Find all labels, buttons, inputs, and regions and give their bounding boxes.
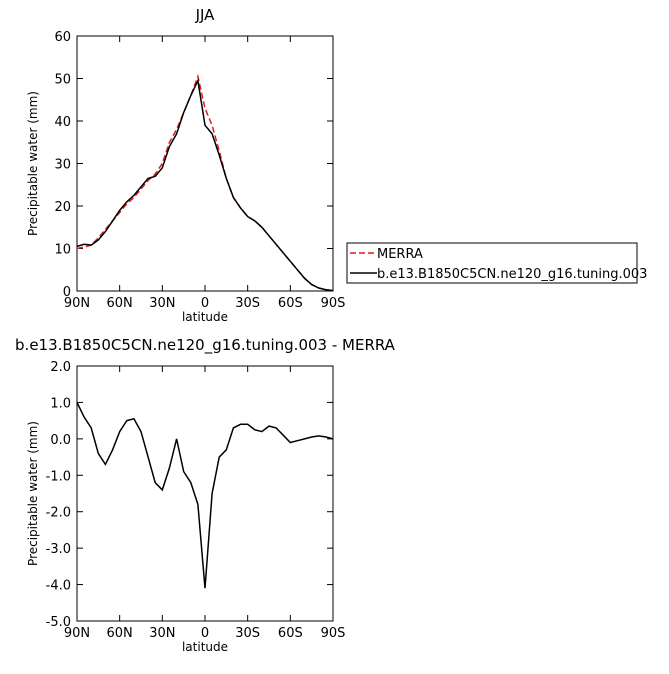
y-tick-label: 0 (63, 285, 71, 300)
y-tick-label: -4.0 (46, 579, 71, 594)
y-tick-label: 1.0 (50, 396, 71, 411)
x-tick-label: 90S (321, 296, 346, 311)
y-tick-label: 2.0 (50, 360, 71, 375)
series-line (76, 73, 334, 292)
x-tick-label: 90N (64, 296, 90, 311)
x-tick-label: 60S (278, 626, 303, 641)
chart-title: JJA (195, 6, 216, 24)
y-axis-label: Precipitable water (mm) (26, 91, 40, 236)
x-tick-label: 60S (278, 296, 303, 311)
y-tick-label: 50 (54, 73, 71, 88)
legend-label: b.e13.B1850C5CN.ne120_g16.tuning.003 (377, 267, 647, 282)
series-line (76, 78, 334, 292)
y-tick-label: -1.0 (46, 469, 71, 484)
y-tick-label: 0.0 (50, 433, 71, 448)
x-axis-label: latitude (182, 640, 228, 654)
y-tick-label: -3.0 (46, 542, 71, 557)
x-tick-label: 30N (149, 296, 175, 311)
x-tick-label: 0 (201, 296, 209, 311)
x-tick-label: 60N (107, 626, 133, 641)
x-axis-label: latitude (182, 310, 228, 324)
series-line (76, 402, 334, 589)
y-tick-label: 30 (54, 158, 71, 173)
legend-label: MERRA (377, 247, 423, 262)
x-tick-label: 60N (107, 296, 133, 311)
x-tick-label: 90N (64, 626, 90, 641)
y-tick-label: -2.0 (46, 506, 71, 521)
legend-box (346, 242, 638, 284)
y-tick-label: 10 (54, 243, 71, 258)
chart-title: b.e13.B1850C5CN.ne120_g16.tuning.003 - M… (15, 336, 396, 355)
x-tick-label: 30N (149, 626, 175, 641)
x-tick-label: 90S (321, 626, 346, 641)
plot-frame (76, 35, 334, 292)
y-tick-label: 60 (54, 30, 71, 45)
x-tick-label: 30S (235, 626, 260, 641)
y-tick-label: 20 (54, 200, 71, 215)
y-tick-label: -5.0 (46, 615, 71, 630)
y-tick-label: 40 (54, 115, 71, 130)
x-tick-label: 0 (201, 626, 209, 641)
y-axis-label: Precipitable water (mm) (26, 421, 40, 566)
x-tick-label: 30S (235, 296, 260, 311)
